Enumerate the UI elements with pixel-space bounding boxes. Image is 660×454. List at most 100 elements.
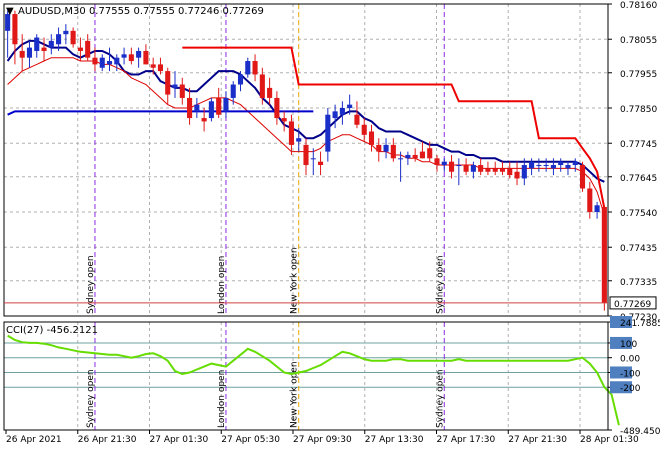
candle-body [150,64,156,68]
candle-body [339,108,345,115]
candle-body [157,64,164,72]
candle-body [237,74,244,85]
session-label: New York open [290,361,300,428]
candle-body [594,205,600,212]
candle-body [361,124,367,135]
candle-body [194,104,200,112]
candle-body [441,161,447,166]
y-tick-label: 0.77230 [620,313,657,323]
candle-body [56,34,62,45]
cci-y-tick-label: -489.4503 [620,427,660,437]
candle-body [398,158,404,160]
candle-body [216,97,222,115]
candle-body [128,54,134,62]
session-label: Sydney open [86,255,96,314]
candle-body [41,47,47,51]
candle-body [34,37,40,51]
main-panel-frame [3,3,609,317]
cci-tick-box [610,381,632,394]
cci-tick-box [610,316,632,328]
candle-body [48,40,54,48]
candle-body [325,114,331,152]
x-tick-label: 27 Apr 01:30 [150,435,209,445]
candle-body [579,165,586,189]
candle-layer [5,10,607,311]
indicator-line [182,46,606,209]
y-tick-label: 0.77955 [620,70,657,80]
candle-body [223,97,229,112]
candle-body [318,161,324,166]
x-tick-label: 27 Apr 05:30 [221,435,280,445]
candle-body [5,14,11,31]
cci-y-tick-label: -100 [620,369,641,379]
axis-layer: 0.78160 0.78055 0.77955 0.77850 0.77745 0.776… [3,1,660,445]
candle-body [536,165,542,167]
session-label: Sydney open [435,255,445,314]
y-tick-label: 0.77850 [620,105,657,115]
candle-body [478,165,484,172]
candle-body [288,121,294,145]
candle-body [230,84,236,98]
cci-tick-box [610,366,632,379]
candle-body [354,114,360,125]
candle-body [390,144,396,159]
candle-body [521,165,527,179]
session-label: London open [217,370,227,428]
candle-body [587,188,593,212]
candle-body [281,118,287,122]
candle-body [26,47,33,58]
candle-body [514,171,520,179]
candle-body [303,144,309,166]
candle-body [529,161,535,169]
symbol-marker: ▼ [6,6,14,17]
candle-body [165,71,171,95]
session-label: Sydney open [435,369,445,428]
candle-body [172,84,178,88]
candle-body [99,57,105,68]
candle-body [259,74,265,98]
candle-body [12,14,18,45]
candle-body [405,154,411,159]
session-layer: Sydney open Sydney open London open London … [86,4,445,430]
candle-body [245,61,251,75]
candle-body [448,161,455,172]
candle-body [492,168,498,172]
candle-body [485,168,491,172]
candle-body [310,158,316,160]
candle-body [70,30,76,45]
cci-panel-frame [3,321,609,431]
cci-y-tick-label: -200 [620,384,641,394]
y-tick-label: 0.78055 [620,36,657,46]
candle-body [274,97,280,119]
x-tick-label: 27 Apr 21:30 [508,435,567,445]
main-chart-title: AUDUSD,M30 0.77555 0.77555 0.77246 0.772… [18,6,264,17]
candle-body [92,57,98,65]
candle-body [565,165,571,169]
cci-line [7,334,620,426]
candle-body [106,61,113,65]
candle-body [427,148,433,159]
y-tick-label: 0.77645 [620,174,657,184]
cci-y-tick-label: 0.00 [620,355,640,365]
candle-body [77,47,83,51]
candle-body [136,50,142,58]
candle-body [267,87,273,98]
candle-body [499,168,506,172]
x-tick-label: 27 Apr 17:30 [437,435,496,445]
cci-y-tick-label: 241.7885 [620,319,660,329]
candle-body [550,165,556,169]
session-label: New York open [290,247,300,314]
x-tick-label: 28 Apr 01:30 [580,435,639,445]
candle-body [572,161,578,166]
candle-body [383,144,389,152]
candle-body [252,61,258,75]
candle-body [201,118,207,122]
candle-body [419,151,425,159]
session-label: London open [217,256,227,314]
cci-tick-box [610,336,632,349]
candle-body [143,50,149,65]
y-tick-label: 0.77540 [620,209,657,219]
x-tick-label: 26 Apr 21:30 [78,435,137,445]
candle-body [376,144,382,152]
